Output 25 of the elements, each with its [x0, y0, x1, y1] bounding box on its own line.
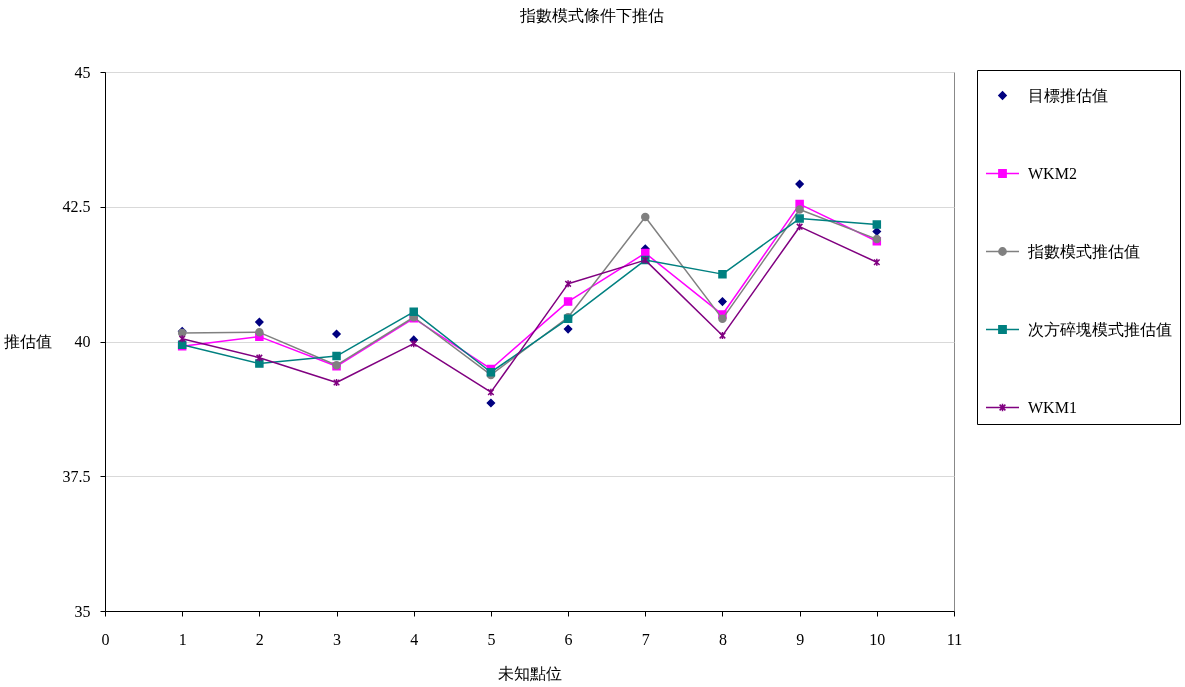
- y-tick-label: 37.5: [62, 467, 91, 485]
- y-tick-label: 42.5: [62, 198, 91, 216]
- y-tick-label: 45: [74, 63, 91, 81]
- x-tick-label: 6: [564, 630, 573, 648]
- legend-label: WKM2: [1028, 164, 1077, 182]
- x-tick-label: 10: [869, 630, 886, 648]
- legend-label: 指數模式推估值: [1027, 242, 1140, 260]
- x-tick-label: 1: [178, 630, 187, 648]
- legend-label: 次方碎塊模式推估值: [1028, 320, 1172, 338]
- legend-label: WKM1: [1028, 398, 1077, 416]
- x-tick-label: 2: [255, 630, 264, 648]
- x-tick-label: 8: [718, 630, 727, 648]
- x-tick-label: 4: [410, 630, 419, 648]
- x-tick-label: 11: [946, 630, 963, 648]
- x-tick-label: 0: [101, 630, 110, 648]
- legend-label: 目標推估值: [1028, 86, 1108, 104]
- y-tick-label: 40: [74, 333, 91, 350]
- x-axis-title: 未知點位: [498, 664, 562, 682]
- x-tick-label: 5: [487, 630, 496, 648]
- y-axis-title: 推估值: [3, 333, 52, 350]
- x-tick-label: 3: [333, 630, 342, 648]
- chart-title: 指數模式條件下推估: [518, 7, 664, 24]
- x-tick-label: 9: [796, 630, 805, 648]
- y-tick-label: 35: [74, 602, 91, 620]
- x-tick-label: 7: [641, 630, 650, 648]
